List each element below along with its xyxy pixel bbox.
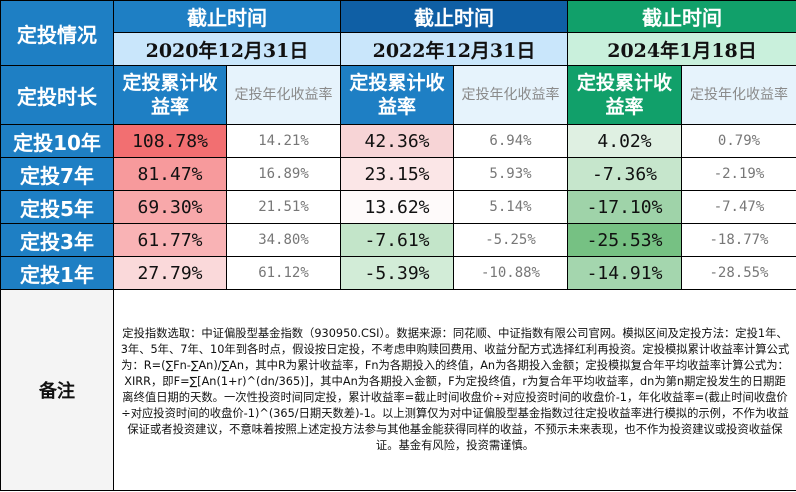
row-label: 定投7年 xyxy=(0,157,114,191)
notes-label: 备注 xyxy=(0,289,114,491)
table-row: 定投1年 27.79% 61.12% -5.39% -10.88% -14.91% -28.… xyxy=(0,256,796,290)
row-label: 定投5年 xyxy=(0,190,114,224)
metric-annualized-2: 定投年化收益率 xyxy=(453,65,568,125)
annualized-return-cell: 16.89% xyxy=(226,157,341,191)
annualized-return-cell: -28.55% xyxy=(681,256,796,290)
date-header-1: 2020年12月31日 xyxy=(113,32,341,66)
annualized-return-cell: 0.79% xyxy=(681,124,796,158)
annualized-return-cell: 21.51% xyxy=(226,190,341,224)
period-header-1: 截止时间 xyxy=(113,0,341,33)
date-header-2: 2022年12月31日 xyxy=(340,32,568,66)
metric-cumulative-1: 定投累计收益率 xyxy=(113,65,227,125)
metric-cumulative-2: 定投累计收益率 xyxy=(340,65,454,125)
cumulative-return-cell: 42.36% xyxy=(340,124,454,158)
table-row: 定投7年 81.47% 16.89% 23.15% 5.93% -7.36% -2.19% xyxy=(0,157,796,191)
annualized-return-cell: 34.80% xyxy=(226,223,341,257)
annualized-return-cell: 14.21% xyxy=(226,124,341,158)
annualized-return-cell: 61.12% xyxy=(226,256,341,290)
cumulative-return-cell: -25.53% xyxy=(567,223,682,257)
table-row: 定投3年 61.77% 34.80% -7.61% -5.25% -25.53% -18.7… xyxy=(0,223,796,257)
cumulative-return-cell: 13.62% xyxy=(340,190,454,224)
cumulative-return-cell: 61.77% xyxy=(113,223,227,257)
cumulative-return-cell: 23.15% xyxy=(340,157,454,191)
cumulative-return-cell: 81.47% xyxy=(113,157,227,191)
period-header-2: 截止时间 xyxy=(340,0,568,33)
cumulative-return-cell: -14.91% xyxy=(567,256,682,290)
annualized-return-cell: 6.94% xyxy=(453,124,568,158)
annualized-return-cell: -10.88% xyxy=(453,256,568,290)
annualized-return-cell: -7.47% xyxy=(681,190,796,224)
annualized-return-cell: -2.19% xyxy=(681,157,796,191)
notes-text: 定投指数选取：中证偏股型基金指数（930950.CSI）。数据来源：同花顺、中证… xyxy=(113,289,796,491)
metric-annualized-3: 定投年化收益率 xyxy=(681,65,796,125)
period-header-3: 截止时间 xyxy=(567,0,796,33)
cumulative-return-cell: -7.61% xyxy=(340,223,454,257)
corner-label: 定投情况 xyxy=(0,0,114,66)
row-label: 定投1年 xyxy=(0,256,114,290)
cumulative-return-cell: -7.36% xyxy=(567,157,682,191)
cumulative-return-cell: 69.30% xyxy=(113,190,227,224)
cumulative-return-cell: -5.39% xyxy=(340,256,454,290)
cumulative-return-cell: 27.79% xyxy=(113,256,227,290)
table-row: 定投10年 108.78% 14.21% 42.36% 6.94% 4.02% 0.79% xyxy=(0,124,796,158)
table-row: 定投5年 69.30% 21.51% 13.62% 5.14% -17.10% -7.47% xyxy=(0,190,796,224)
cumulative-return-cell: 108.78% xyxy=(113,124,227,158)
annualized-return-cell: -18.77% xyxy=(681,223,796,257)
duration-label: 定投时长 xyxy=(0,65,114,125)
row-label: 定投3年 xyxy=(0,223,114,257)
annualized-return-cell: 5.93% xyxy=(453,157,568,191)
metric-annualized-1: 定投年化收益率 xyxy=(226,65,341,125)
cumulative-return-cell: -17.10% xyxy=(567,190,682,224)
row-label: 定投10年 xyxy=(0,124,114,158)
metric-cumulative-3: 定投累计收益率 xyxy=(567,65,682,125)
annualized-return-cell: 5.14% xyxy=(453,190,568,224)
date-header-3: 2024年1月18日 xyxy=(567,32,796,66)
cumulative-return-cell: 4.02% xyxy=(567,124,682,158)
annualized-return-cell: -5.25% xyxy=(453,223,568,257)
